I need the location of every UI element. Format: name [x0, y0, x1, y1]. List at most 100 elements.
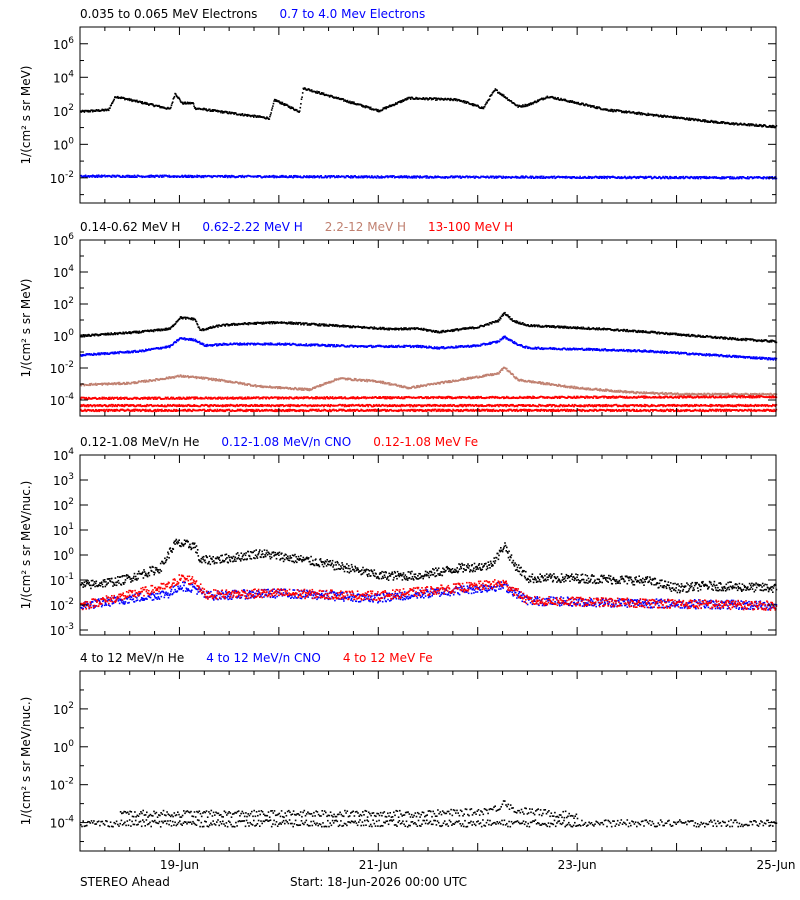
legend-entry: 13-100 MeV H	[428, 220, 513, 234]
data-point	[736, 176, 739, 178]
data-point	[361, 327, 364, 329]
data-point	[352, 101, 354, 103]
data-point	[82, 176, 84, 178]
data-point	[434, 175, 436, 177]
data-point	[514, 321, 517, 324]
data-point	[357, 176, 359, 179]
data-point	[620, 176, 623, 178]
data-point	[237, 176, 240, 178]
data-point	[381, 108, 384, 111]
data-point	[702, 119, 704, 121]
data-point	[116, 332, 118, 334]
data-point	[202, 176, 205, 179]
data-point	[636, 113, 638, 115]
data-point	[272, 176, 274, 178]
y-axis-label: 1/(cm² s sr MeV)	[19, 279, 33, 378]
data-point	[535, 101, 538, 104]
data-point	[606, 177, 608, 180]
data-point	[449, 330, 452, 332]
data-point	[152, 330, 155, 333]
data-point	[227, 175, 230, 177]
y-tick-label: 106	[53, 36, 74, 52]
data-point	[502, 314, 504, 317]
data-point	[697, 177, 700, 180]
data-point	[550, 326, 553, 328]
data-point	[564, 326, 566, 329]
data-point	[623, 176, 626, 179]
data-point	[195, 176, 198, 178]
data-point	[278, 101, 281, 103]
data-point	[482, 106, 484, 109]
data-point	[164, 327, 167, 330]
data-point	[548, 325, 550, 327]
data-point	[408, 327, 411, 329]
data-point	[364, 105, 366, 108]
data-point	[706, 121, 708, 123]
data-point	[247, 322, 249, 325]
data-point	[751, 124, 753, 127]
data-point	[86, 110, 89, 113]
data-point	[185, 318, 187, 320]
data-point	[403, 99, 406, 101]
data-point	[550, 176, 552, 179]
data-point	[151, 103, 153, 105]
data-point	[380, 175, 383, 177]
data-point	[111, 176, 113, 178]
data-point	[573, 176, 575, 178]
data-point	[220, 325, 223, 327]
data-point	[643, 177, 646, 180]
data-point	[721, 122, 723, 124]
data-point	[517, 106, 519, 108]
data-point	[358, 175, 360, 178]
y-tick-label: 104	[53, 69, 74, 85]
data-point	[474, 177, 476, 179]
data-point	[611, 176, 614, 179]
data-point	[711, 120, 713, 122]
data-point	[173, 97, 175, 99]
data-point	[272, 105, 274, 107]
data-point	[360, 104, 362, 106]
data-point	[605, 176, 608, 178]
data-point	[386, 327, 388, 330]
data-point	[568, 101, 571, 103]
data-point	[709, 121, 711, 123]
data-point	[463, 100, 465, 102]
data-point	[423, 327, 425, 330]
data-point	[430, 176, 432, 178]
data-point	[299, 106, 302, 109]
data-point	[267, 322, 270, 324]
data-point	[86, 334, 89, 336]
data-point	[398, 176, 401, 179]
data-point	[672, 117, 674, 119]
data-point	[715, 121, 718, 123]
data-point	[548, 326, 551, 328]
data-point	[557, 97, 559, 99]
data-point	[127, 174, 130, 177]
data-point	[544, 177, 547, 179]
data-point	[351, 102, 353, 104]
data-point	[544, 97, 547, 100]
data-point	[176, 96, 179, 98]
data-point	[413, 327, 416, 329]
data-point	[599, 175, 601, 178]
data-point	[138, 330, 141, 333]
data-point	[211, 110, 213, 112]
data-point	[621, 177, 623, 180]
data-point	[165, 327, 168, 330]
data-point	[118, 174, 121, 177]
data-point	[247, 323, 250, 326]
data-point	[233, 322, 235, 325]
data-point	[477, 104, 479, 107]
data-point	[577, 101, 580, 104]
data-point	[211, 109, 214, 111]
data-point	[596, 107, 599, 110]
data-point	[483, 105, 486, 108]
data-point	[131, 100, 133, 103]
data-point	[328, 175, 331, 177]
data-point	[452, 176, 454, 179]
data-point	[686, 117, 688, 119]
data-point	[296, 322, 298, 324]
data-point	[181, 174, 183, 177]
data-point	[655, 114, 657, 117]
